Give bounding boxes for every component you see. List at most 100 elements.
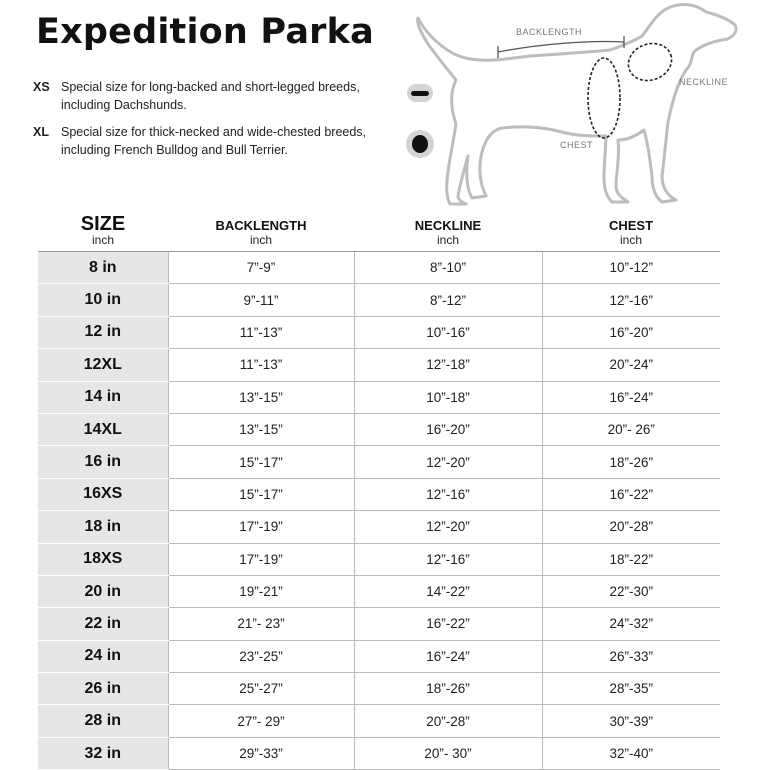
header-unit: inch — [436, 233, 459, 247]
table-row: 28 in 27”- 29” 20”-28” 30”-39” — [38, 704, 720, 738]
neckline-cell: 20”- 30” — [353, 737, 542, 770]
size-cell: 28 in — [38, 704, 168, 738]
chest-cell: 20”-28” — [541, 510, 720, 544]
header-unit: inch — [619, 233, 642, 247]
note-xs: XS Special size for long-backed and shor… — [33, 78, 393, 114]
xs-body-shape-icon — [407, 84, 433, 102]
size-cell: 10 in — [38, 283, 168, 317]
size-cell: 8 in — [38, 251, 168, 285]
header-unit: inch — [249, 233, 272, 247]
neckline-label: NECKLINE — [679, 77, 729, 87]
size-cell: 12XL — [38, 348, 168, 382]
chest-cell: 18”-26” — [541, 445, 720, 479]
chest-ring — [587, 57, 621, 139]
neckline-cell: 8”-10” — [353, 251, 542, 285]
table-row: 14 in 13”-15” 10”-18” 16”-24” — [38, 381, 720, 414]
backlength-cell: 15”-17” — [167, 445, 354, 479]
backlength-cell: 17”-19” — [167, 543, 354, 576]
size-cell: 16 in — [38, 445, 168, 479]
size-chart-table: SIZE inch BACKLENGTH inch NECKLINE inch CHE… — [38, 206, 720, 770]
table-row: 10 in 9”-11” 8”-12” 12”-16” — [38, 283, 720, 317]
backlength-cell: 21”- 23” — [167, 607, 354, 641]
neckline-cell: 20”-28” — [353, 704, 542, 738]
backlength-cell: 25”-27” — [167, 672, 354, 706]
note-code: XL — [33, 125, 49, 139]
header-label: NECKLINE — [414, 218, 482, 233]
neckline-cell: 18”-26” — [353, 672, 542, 706]
table-row: 22 in 21”- 23” 16”-22” 24”-32” — [38, 607, 720, 641]
backlength-cell: 9”-11” — [167, 283, 354, 317]
neckline-cell: 12”-16” — [353, 478, 542, 512]
chest-cell: 10”-12” — [541, 251, 720, 285]
note-xl: XL Special size for thick-necked and wid… — [33, 123, 393, 159]
size-cell: 20 in — [38, 575, 168, 609]
header-backlength: BACKLENGTH inch — [168, 206, 354, 252]
dog-measurement-diagram — [416, 3, 738, 206]
backlength-cell: 13”-15” — [167, 413, 354, 447]
table-row: 14XL 13”-15” 16”-20” 20”- 26” — [38, 413, 720, 447]
size-cell: 12 in — [38, 316, 168, 350]
size-cell: 18XS — [38, 543, 168, 576]
backlength-line — [497, 40, 625, 53]
table-row: 24 in 23”-25” 16”-24” 26”-33” — [38, 640, 720, 674]
neckline-cell: 16”-20” — [353, 413, 542, 447]
backlength-cell: 11”-13” — [167, 348, 354, 382]
neckline-ring — [627, 42, 673, 82]
neckline-cell: 16”-22” — [353, 607, 542, 641]
chest-cell: 32”-40” — [541, 737, 720, 770]
note-code: XS — [33, 80, 50, 94]
backlength-cell: 15”-17” — [167, 478, 354, 512]
table-row: 8 in 7”-9” 8”-10” 10”-12” — [38, 251, 720, 285]
chest-cell: 22”-30” — [541, 575, 720, 609]
dog-outline — [416, 3, 738, 206]
neckline-cell: 12”-20” — [353, 510, 542, 544]
header-chest: CHEST inch — [542, 206, 720, 252]
chest-cell: 30”-39” — [541, 704, 720, 738]
backlength-cell: 13”-15” — [167, 381, 354, 414]
header-size: SIZE inch — [38, 206, 168, 252]
chest-cell: 16”-22” — [541, 478, 720, 512]
backlength-cell: 7”-9” — [167, 251, 354, 285]
table-row: 20 in 19”-21” 14”-22” 22”-30” — [38, 575, 720, 609]
size-cell: 14XL — [38, 413, 168, 447]
table-row: 12 in 11”-13” 10”-16” 16”-20” — [38, 316, 720, 350]
header-unit: inch — [91, 233, 114, 247]
chest-label: CHEST — [560, 140, 594, 150]
backlength-cell: 17”-19” — [167, 510, 354, 544]
size-notes: XS Special size for long-backed and shor… — [33, 78, 393, 168]
size-cell: 32 in — [38, 737, 168, 770]
table-row: 18 in 17”-19” 12”-20” 20”-28” — [38, 510, 720, 544]
neckline-cell: 12”-16” — [353, 543, 542, 576]
table-row: 16 in 15”-17” 12”-20” 18”-26” — [38, 445, 720, 479]
table-body: 8 in 7”-9” 8”-10” 10”-12” 10 in 9”-11” 8”-12” 1… — [38, 251, 720, 770]
chest-cell: 28”-35” — [541, 672, 720, 706]
size-cell: 24 in — [38, 640, 168, 674]
size-cell: 22 in — [38, 607, 168, 641]
chest-cell: 20”-24” — [541, 348, 720, 382]
header-label: CHEST — [608, 218, 654, 233]
neckline-cell: 12”-20” — [353, 445, 542, 479]
backlength-cell: 11”-13” — [167, 316, 354, 350]
chest-cell: 18”-22” — [541, 543, 720, 576]
neckline-cell: 12”-18” — [353, 348, 542, 382]
backlength-cell: 23”-25” — [167, 640, 354, 674]
backlength-cell: 29”-33” — [167, 737, 354, 770]
header-label: SIZE — [80, 213, 126, 235]
table-row: 32 in 29”-33” 20”- 30” 32”-40” — [38, 737, 720, 770]
table-row: 12XL 11”-13” 12”-18” 20”-24” — [38, 348, 720, 382]
chest-cell: 26”-33” — [541, 640, 720, 674]
size-cell: 16XS — [38, 478, 168, 512]
size-cell: 14 in — [38, 381, 168, 414]
chest-cell: 12”-16” — [541, 283, 720, 317]
header-neckline: NECKLINE inch — [354, 206, 542, 252]
backlength-cell: 27”- 29” — [167, 704, 354, 738]
neckline-cell: 16”-24” — [353, 640, 542, 674]
xl-body-shape-icon — [406, 130, 434, 158]
table-row: 16XS 15”-17” 12”-16” 16”-22” — [38, 478, 720, 512]
neckline-cell: 8”-12” — [353, 283, 542, 317]
header-label: BACKLENGTH — [215, 218, 307, 233]
note-text: Special size for thick-necked and wide-c… — [61, 125, 367, 157]
table-row: 26 in 25”-27” 18”-26” 28”-35” — [38, 672, 720, 706]
backlength-label: BACKLENGTH — [516, 27, 583, 37]
chest-cell: 20”- 26” — [541, 413, 720, 447]
